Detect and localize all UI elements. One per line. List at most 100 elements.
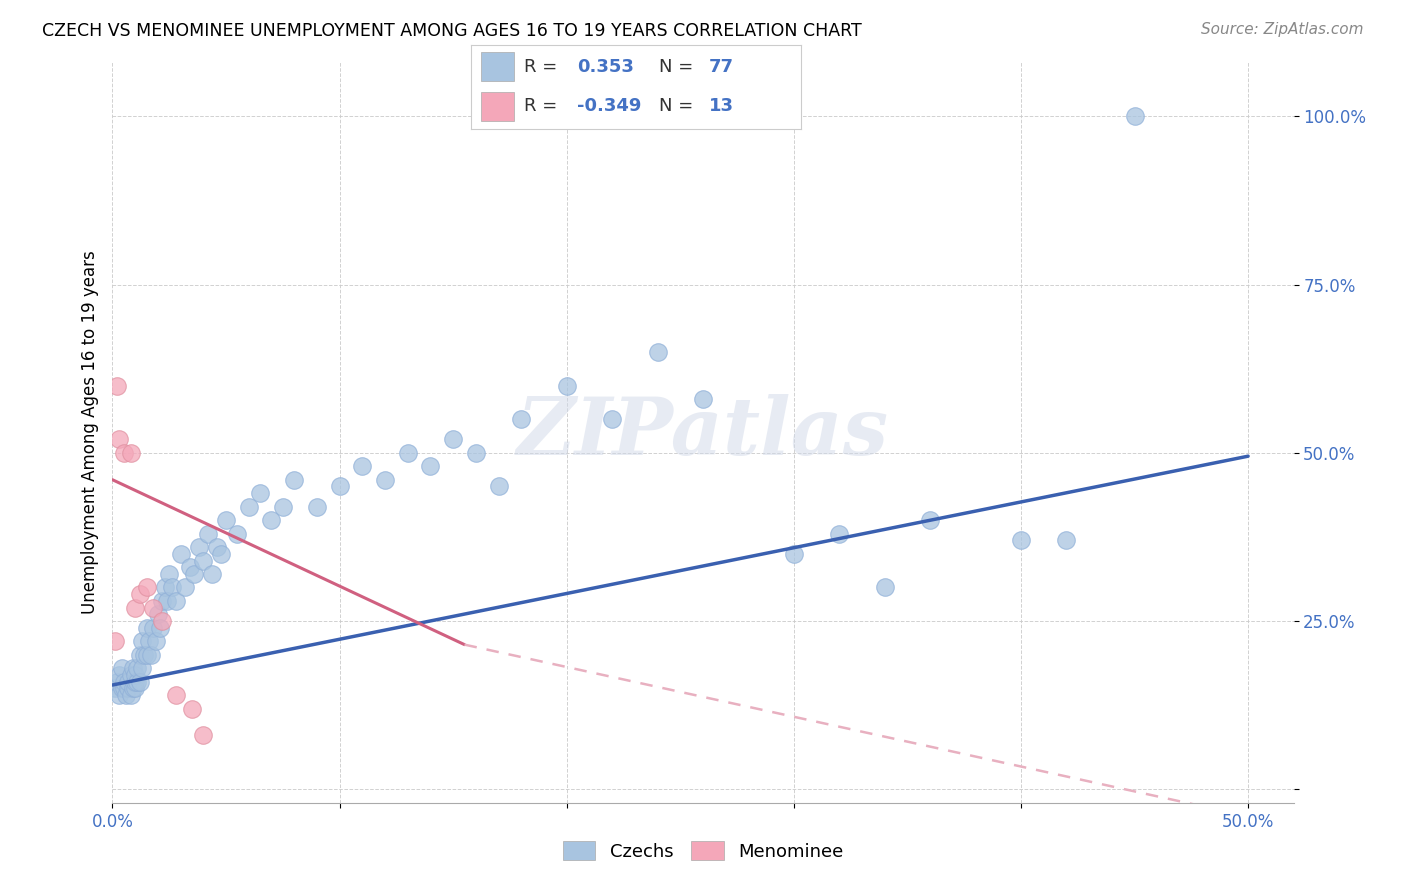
Point — [1123, 109, 1146, 123]
Point — [160, 581, 183, 595]
Point — [193, 729, 215, 743]
Point — [647, 344, 669, 359]
FancyBboxPatch shape — [481, 53, 515, 81]
Point — [112, 681, 135, 696]
Point — [205, 540, 228, 554]
Point — [124, 681, 146, 696]
Point — [124, 668, 146, 682]
Point — [179, 560, 201, 574]
Point — [156, 594, 179, 608]
Point — [152, 614, 174, 628]
Point — [104, 634, 127, 648]
Point — [920, 513, 942, 527]
Point — [165, 594, 187, 608]
Point — [112, 446, 135, 460]
Point — [135, 648, 157, 662]
Point — [115, 688, 138, 702]
Point — [1054, 533, 1077, 548]
Point — [260, 513, 283, 527]
Point — [419, 459, 441, 474]
Point — [108, 433, 131, 447]
Point — [1010, 533, 1032, 548]
Point — [183, 566, 205, 581]
Point — [124, 600, 146, 615]
Text: 77: 77 — [709, 58, 734, 76]
Point — [122, 661, 145, 675]
Point — [396, 446, 419, 460]
Point — [174, 581, 197, 595]
Point — [169, 547, 191, 561]
Point — [464, 446, 486, 460]
Point — [271, 500, 294, 514]
Point — [329, 479, 352, 493]
Point — [600, 412, 623, 426]
Point — [135, 621, 157, 635]
Point — [124, 674, 146, 689]
Text: N =: N = — [659, 58, 693, 76]
Point — [105, 674, 128, 689]
Text: CZECH VS MENOMINEE UNEMPLOYMENT AMONG AGES 16 TO 19 YEARS CORRELATION CHART: CZECH VS MENOMINEE UNEMPLOYMENT AMONG AG… — [42, 22, 862, 40]
Point — [128, 648, 150, 662]
Point — [108, 668, 131, 682]
Point — [131, 634, 153, 648]
Point — [134, 648, 156, 662]
Point — [127, 674, 149, 689]
Point — [441, 433, 464, 447]
Point — [153, 581, 176, 595]
Point — [128, 674, 150, 689]
Point — [226, 526, 249, 541]
Point — [108, 688, 131, 702]
Text: ZIPatlas: ZIPatlas — [517, 394, 889, 471]
Point — [120, 668, 142, 682]
Point — [211, 547, 233, 561]
FancyBboxPatch shape — [481, 92, 515, 120]
Point — [187, 540, 209, 554]
Point — [283, 473, 305, 487]
Point — [783, 547, 806, 561]
Point — [193, 553, 215, 567]
Point — [488, 479, 510, 493]
Point — [110, 681, 132, 696]
Point — [131, 661, 153, 675]
Text: R =: R = — [524, 58, 557, 76]
Text: -0.349: -0.349 — [576, 96, 641, 114]
Point — [305, 500, 328, 514]
Point — [135, 581, 157, 595]
Point — [215, 513, 238, 527]
Point — [510, 412, 533, 426]
Point — [165, 688, 187, 702]
Point — [145, 634, 167, 648]
Point — [149, 621, 172, 635]
Text: R =: R = — [524, 96, 557, 114]
Point — [128, 587, 150, 601]
Point — [873, 581, 896, 595]
Point — [117, 681, 139, 696]
Point — [181, 701, 204, 715]
Point — [157, 566, 180, 581]
Point — [104, 681, 127, 696]
Point — [249, 486, 271, 500]
Point — [152, 594, 174, 608]
Point — [555, 378, 578, 392]
Legend: Czechs, Menominee: Czechs, Menominee — [555, 834, 851, 868]
Point — [142, 621, 165, 635]
Point — [828, 526, 851, 541]
Text: N =: N = — [659, 96, 693, 114]
Point — [127, 661, 149, 675]
Y-axis label: Unemployment Among Ages 16 to 19 years: Unemployment Among Ages 16 to 19 years — [80, 251, 98, 615]
Point — [120, 688, 142, 702]
Point — [352, 459, 374, 474]
Point — [197, 526, 219, 541]
Point — [138, 634, 160, 648]
Point — [146, 607, 169, 622]
Text: Source: ZipAtlas.com: Source: ZipAtlas.com — [1201, 22, 1364, 37]
Point — [120, 446, 142, 460]
Point — [374, 473, 396, 487]
Point — [201, 566, 224, 581]
Point — [122, 681, 145, 696]
Point — [112, 674, 135, 689]
Text: 0.353: 0.353 — [576, 58, 634, 76]
Point — [110, 661, 132, 675]
Point — [238, 500, 260, 514]
Point — [142, 600, 165, 615]
